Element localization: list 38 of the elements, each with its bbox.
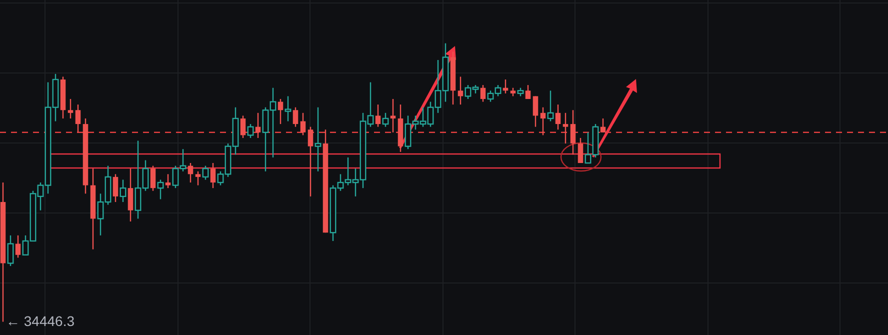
candlestick: [547, 90, 554, 122]
candlestick: [278, 98, 284, 125]
candlestick: [247, 123, 254, 139]
candlestick: [532, 96, 538, 128]
candlestick: [202, 165, 209, 180]
candlestick: [157, 179, 164, 200]
candlestick: [540, 106, 546, 136]
candlestick: [390, 98, 396, 133]
candlestick: [570, 110, 576, 156]
candlestick: [210, 162, 216, 189]
candlestick: [458, 76, 464, 106]
candlestick: [165, 174, 171, 189]
candlestick: [300, 112, 306, 136]
candlestick: [195, 170, 201, 186]
candlestick: [600, 118, 606, 133]
candlestick: [240, 115, 246, 139]
candlestick: [68, 98, 74, 120]
candlestick: [188, 162, 194, 184]
candlestick: [562, 112, 568, 144]
candlestick: [555, 104, 561, 130]
candlestick: [75, 104, 81, 133]
candlestick: [525, 84, 531, 100]
candlestick: [578, 137, 584, 164]
candlestick: [255, 112, 261, 139]
annotation: ← 34446.3: [6, 313, 75, 329]
candlestick: [314, 106, 322, 172]
candlestick: [308, 126, 314, 198]
candlestick: [150, 165, 156, 192]
candlestick: [480, 84, 486, 102]
candlestick: [15, 234, 21, 258]
candlestick: [120, 179, 126, 203]
candlestick: [292, 106, 298, 128]
candlestick: [382, 112, 389, 128]
candlestick: [128, 168, 134, 222]
candlestick: [284, 96, 292, 122]
candlestick: [7, 234, 14, 267]
candlestick: [375, 104, 381, 128]
candlestick: [112, 174, 118, 203]
